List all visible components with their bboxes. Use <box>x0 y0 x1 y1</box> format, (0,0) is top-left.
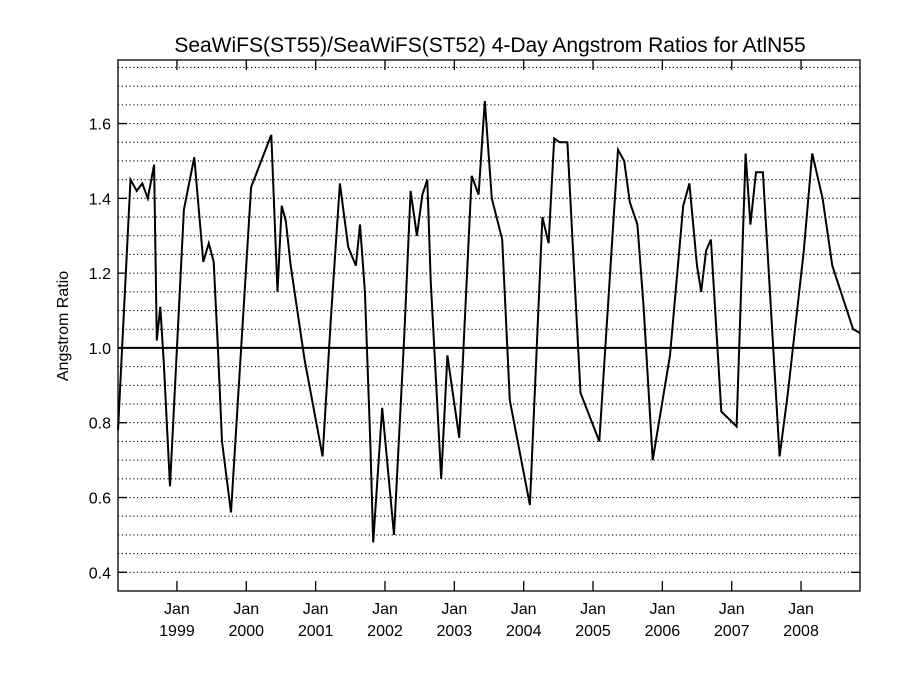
x-tick-year-6: 2005 <box>575 623 611 640</box>
y-tick-label-3: 1.0 <box>89 341 111 358</box>
plot-frame <box>117 59 861 592</box>
y-tick-label-6: 1.6 <box>89 117 111 134</box>
x-tick-year-2: 2001 <box>298 623 334 640</box>
y-tick-label-1: 0.6 <box>89 491 111 508</box>
y-axis-label: Angstrom Ratio <box>55 271 72 381</box>
series-group <box>117 101 861 543</box>
x-tick-year-3: 2002 <box>367 623 403 640</box>
y-tick-label-5: 1.4 <box>89 191 111 208</box>
x-tick-month-6: Jan <box>580 601 606 618</box>
x-tick-month-7: Jan <box>649 601 675 618</box>
series-line-0 <box>117 101 861 543</box>
x-tick-month-0: Jan <box>164 601 190 618</box>
x-tick-year-8: 2007 <box>714 623 750 640</box>
y-tick-label-0: 0.4 <box>89 565 111 582</box>
x-axis-ticks: Jan 1999 Jan 2000 Jan 2001 Jan 2002 Jan 2003 Jan 20… <box>159 60 819 640</box>
x-tick-month-3: Jan <box>372 601 398 618</box>
x-tick-year-1: 2000 <box>228 623 264 640</box>
x-tick-month-1: Jan <box>233 601 259 618</box>
y-axis-ticks: 0.4 0.6 0.8 1.0 1.2 1.4 1.6 <box>89 117 860 582</box>
y-tick-label-4: 1.2 <box>89 266 111 283</box>
x-tick-year-5: 2004 <box>506 623 542 640</box>
x-tick-month-2: Jan <box>303 601 329 618</box>
x-tick-month-9: Jan <box>788 601 814 618</box>
x-tick-month-8: Jan <box>719 601 745 618</box>
x-tick-year-9: 2008 <box>783 623 819 640</box>
y-tick-label-2: 0.8 <box>89 416 111 433</box>
x-tick-year-0: 1999 <box>159 623 195 640</box>
chart-title: SeaWiFS(ST55)/SeaWiFS(ST52) 4-Day Angstr… <box>174 34 805 57</box>
x-tick-month-4: Jan <box>441 601 467 618</box>
x-tick-year-7: 2006 <box>645 623 681 640</box>
x-tick-month-5: Jan <box>511 601 537 618</box>
x-tick-year-4: 2003 <box>437 623 473 640</box>
